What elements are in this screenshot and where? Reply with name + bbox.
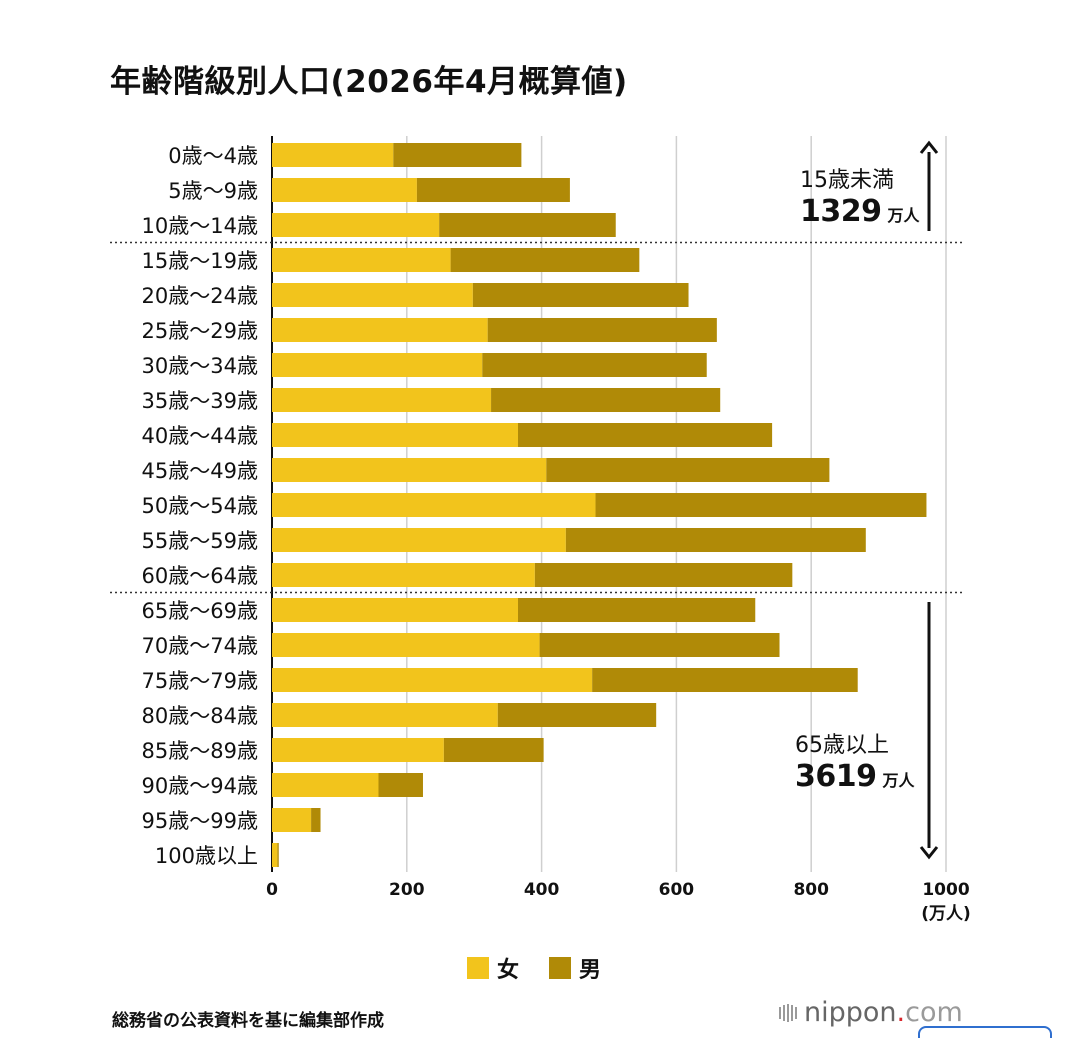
bar-male-8 bbox=[518, 423, 773, 447]
bar-female-17 bbox=[272, 738, 444, 762]
bar-male-7 bbox=[491, 388, 721, 412]
over65-label: 65歳以上 bbox=[795, 733, 889, 758]
bar-female-0 bbox=[272, 143, 394, 167]
bar-male-16 bbox=[497, 703, 657, 727]
nippon-logo-tail: com bbox=[905, 997, 963, 1028]
bar-male-0 bbox=[393, 143, 522, 167]
y-tick-label: 65歳〜69歳 bbox=[142, 599, 258, 623]
bar-male-5 bbox=[487, 318, 717, 342]
bar-female-4 bbox=[272, 283, 473, 307]
y-tick-label: 10歳〜14歳 bbox=[142, 214, 258, 238]
bar-male-1 bbox=[416, 178, 570, 202]
over65-annotation: 65歳以上 3619 万人 bbox=[795, 727, 915, 794]
under15-unit: 万人 bbox=[887, 206, 920, 225]
bar-female-5 bbox=[272, 318, 488, 342]
under15-label: 15歳未満 bbox=[800, 168, 894, 193]
legend-label-male: 男 bbox=[579, 958, 602, 983]
bar-male-4 bbox=[472, 283, 689, 307]
bar-male-17 bbox=[443, 738, 544, 762]
bar-female-10 bbox=[272, 493, 596, 517]
chart-title: 年齢階級別人口(2026年4月概算値) bbox=[110, 64, 628, 100]
y-tick-label: 60歳〜64歳 bbox=[142, 564, 258, 588]
x-tick-label: 200 bbox=[389, 880, 425, 900]
under15-annotation: 15歳未満 1329 万人 bbox=[800, 162, 920, 229]
y-tick-label: 40歳〜44歳 bbox=[142, 424, 258, 448]
bar-male-19 bbox=[311, 808, 321, 832]
y-tick-label: 20歳〜24歳 bbox=[142, 284, 258, 308]
y-tick-label: 35歳〜39歳 bbox=[142, 389, 258, 413]
bar-female-8 bbox=[272, 423, 519, 447]
up-arrowhead-icon bbox=[919, 140, 939, 154]
bar-male-6 bbox=[482, 353, 707, 377]
bar-female-12 bbox=[272, 563, 535, 587]
bar-female-16 bbox=[272, 703, 498, 727]
bar-male-13 bbox=[518, 598, 756, 622]
bar-female-6 bbox=[272, 353, 483, 377]
y-tick-label: 100歳以上 bbox=[155, 844, 258, 868]
x-axis-unit: (万人) bbox=[921, 904, 971, 924]
bar-female-19 bbox=[272, 808, 312, 832]
bar-female-14 bbox=[272, 633, 540, 657]
y-tick-label: 90歳〜94歳 bbox=[142, 774, 258, 798]
y-tick-label: 30歳〜34歳 bbox=[142, 354, 258, 378]
bar-male-14 bbox=[539, 633, 780, 657]
source-note: 総務省の公表資料を基に編集部作成 bbox=[112, 1011, 384, 1031]
bar-female-2 bbox=[272, 213, 440, 237]
y-tick-label: 5歳〜9歳 bbox=[168, 179, 258, 203]
over65-unit: 万人 bbox=[882, 771, 915, 790]
bar-male-9 bbox=[546, 458, 830, 482]
y-tick-label: 75歳〜79歳 bbox=[142, 669, 258, 693]
legend-swatch-female bbox=[467, 957, 489, 979]
y-tick-label: 15歳〜19歳 bbox=[142, 249, 258, 273]
bar-male-12 bbox=[534, 563, 793, 587]
x-tick-label: 800 bbox=[793, 880, 829, 900]
over65-value: 3619 bbox=[795, 759, 877, 794]
bar-female-11 bbox=[272, 528, 566, 552]
legend-item-male: 男 bbox=[549, 952, 601, 984]
bar-male-15 bbox=[592, 668, 858, 692]
y-tick-label: 50歳〜54歳 bbox=[142, 494, 258, 518]
bar-female-15 bbox=[272, 668, 593, 692]
nippon-logo-name: nippon bbox=[804, 997, 897, 1028]
x-tick-label: 400 bbox=[524, 880, 560, 900]
y-tick-label: 85歳〜89歳 bbox=[142, 739, 258, 763]
bar-male-20 bbox=[277, 843, 279, 867]
corner-widget[interactable] bbox=[918, 1026, 1052, 1038]
bar-male-18 bbox=[378, 773, 423, 797]
bar-male-3 bbox=[450, 248, 640, 272]
bar-female-7 bbox=[272, 388, 492, 412]
bar-male-2 bbox=[439, 213, 616, 237]
nippon-logo-mark-icon bbox=[779, 1003, 797, 1022]
down-arrowhead-icon bbox=[919, 846, 939, 860]
legend-swatch-male bbox=[549, 957, 572, 979]
nippon-logo: nippon. com bbox=[778, 997, 963, 1028]
under15-value: 1329 bbox=[800, 194, 882, 229]
y-tick-label: 0歳〜4歳 bbox=[168, 144, 258, 168]
y-tick-label: 70歳〜74歳 bbox=[142, 634, 258, 658]
legend-label-female: 女 bbox=[497, 958, 520, 983]
bar-female-20 bbox=[272, 843, 278, 867]
y-tick-label: 25歳〜29歳 bbox=[142, 319, 258, 343]
y-tick-label: 95歳〜99歳 bbox=[142, 809, 258, 833]
bar-male-10 bbox=[595, 493, 927, 517]
x-tick-label: 0 bbox=[266, 880, 278, 900]
bar-male-11 bbox=[565, 528, 866, 552]
bar-female-3 bbox=[272, 248, 451, 272]
nippon-logo-dot: . bbox=[896, 997, 906, 1028]
bar-female-18 bbox=[272, 773, 379, 797]
bar-female-13 bbox=[272, 598, 519, 622]
bar-female-1 bbox=[272, 178, 417, 202]
y-tick-label: 55歳〜59歳 bbox=[142, 529, 258, 553]
x-tick-label: 1000 bbox=[922, 880, 969, 900]
y-tick-label: 45歳〜49歳 bbox=[142, 459, 258, 483]
y-tick-label: 80歳〜84歳 bbox=[142, 704, 258, 728]
x-tick-label: 600 bbox=[659, 880, 695, 900]
bar-female-9 bbox=[272, 458, 547, 482]
chart-legend: 女 男 bbox=[467, 952, 631, 984]
legend-item-female: 女 bbox=[467, 952, 519, 984]
